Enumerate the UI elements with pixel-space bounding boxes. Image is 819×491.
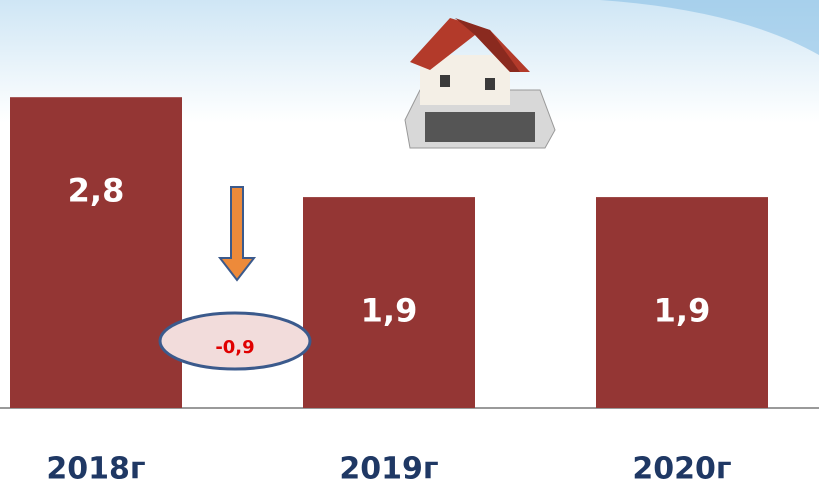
x-tick-label: 2019г [339, 452, 438, 487]
value-label: 1,9 [361, 292, 418, 330]
value-label: 1,9 [654, 292, 711, 330]
x-tick-label: 2020г [632, 452, 731, 487]
value-label: 2,8 [68, 172, 125, 210]
house-icon [404, 18, 556, 149]
difference-label: -0,9 [215, 337, 254, 358]
bar [596, 197, 768, 408]
difference-bubble [158, 311, 312, 371]
x-tick-label: 2018г [46, 452, 145, 487]
corner-swoosh [600, 0, 819, 55]
bar [10, 97, 182, 408]
bar [303, 197, 475, 408]
down-arrow [217, 186, 257, 282]
